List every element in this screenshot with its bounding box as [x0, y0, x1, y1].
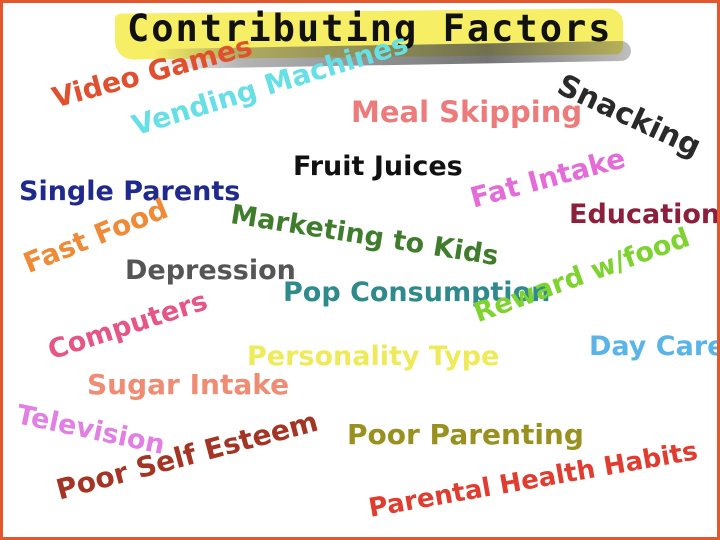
- factor-personality-type: Personality Type: [247, 341, 500, 372]
- factor-education: Education: [569, 199, 720, 230]
- factor-poor-parenting: Poor Parenting: [347, 418, 584, 451]
- factor-reward-w-food: Reward w/food: [469, 222, 694, 330]
- factor-meal-skipping: Meal Skipping: [351, 95, 583, 129]
- factor-depression: Depression: [125, 255, 296, 286]
- slide-title: Contributing Factors: [127, 7, 613, 50]
- factor-day-care: Day Care: [589, 331, 720, 362]
- factor-sugar-intake: Sugar Intake: [87, 368, 290, 401]
- factor-pop-consumption: Pop Consumption: [283, 277, 551, 308]
- factor-fruit-juices: Fruit Juices: [293, 151, 463, 182]
- factor-computers: Computers: [44, 285, 212, 367]
- factor-single-parents: Single Parents: [19, 176, 241, 207]
